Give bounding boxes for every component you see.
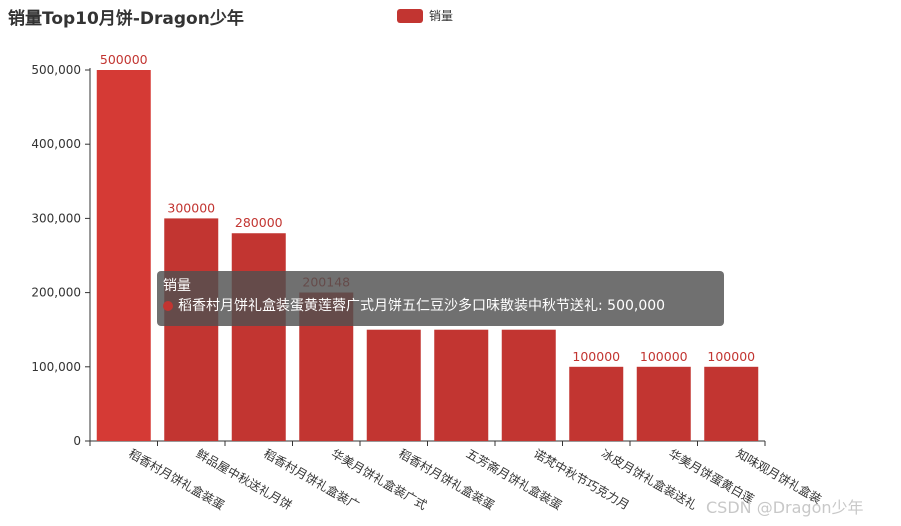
tooltip-title: 销量	[163, 278, 191, 294]
chart-title: 销量Top10月饼-Dragon少年	[8, 9, 244, 29]
bar	[636, 366, 691, 441]
data-label: 100000	[572, 349, 620, 364]
y-tick-label: 0	[73, 434, 81, 448]
tooltip-text: 稻香村月饼礼盒装蛋黄莲蓉广式月饼五仁豆沙多口味散装中秋节送礼: 500,000	[178, 298, 666, 314]
y-tick-label: 500,000	[31, 63, 81, 77]
tooltip: 销量 稻香村月饼礼盒装蛋黄莲蓉广式月饼五仁豆沙多口味散装中秋节送礼: 500,0…	[157, 271, 724, 326]
y-tick-label: 300,000	[31, 211, 81, 225]
y-tick-label: 400,000	[31, 137, 81, 151]
data-label: 100000	[640, 349, 688, 364]
bar	[704, 366, 759, 441]
y-tick-label: 200,000	[31, 286, 81, 300]
watermark: CSDN @Dragon少年	[706, 498, 864, 517]
bar	[231, 233, 286, 441]
tooltip-series-dot	[163, 301, 173, 311]
data-label: 100000	[707, 349, 755, 364]
data-label: 300000	[167, 200, 215, 215]
bar	[366, 329, 421, 441]
tooltip-row: 稻香村月饼礼盒装蛋黄莲蓉广式月饼五仁豆沙多口味散装中秋节送礼: 500,000	[163, 295, 718, 317]
legend[interactable]: 销量	[397, 7, 453, 24]
data-label: 280000	[235, 215, 283, 230]
bar	[434, 329, 489, 441]
legend-swatch	[397, 8, 423, 23]
y-tick-label: 100,000	[31, 360, 81, 374]
legend-label: 销量	[429, 9, 454, 23]
bar	[164, 218, 219, 441]
bar	[569, 366, 624, 441]
bar	[501, 329, 556, 441]
data-label: 500000	[100, 52, 148, 67]
bar	[96, 70, 151, 441]
